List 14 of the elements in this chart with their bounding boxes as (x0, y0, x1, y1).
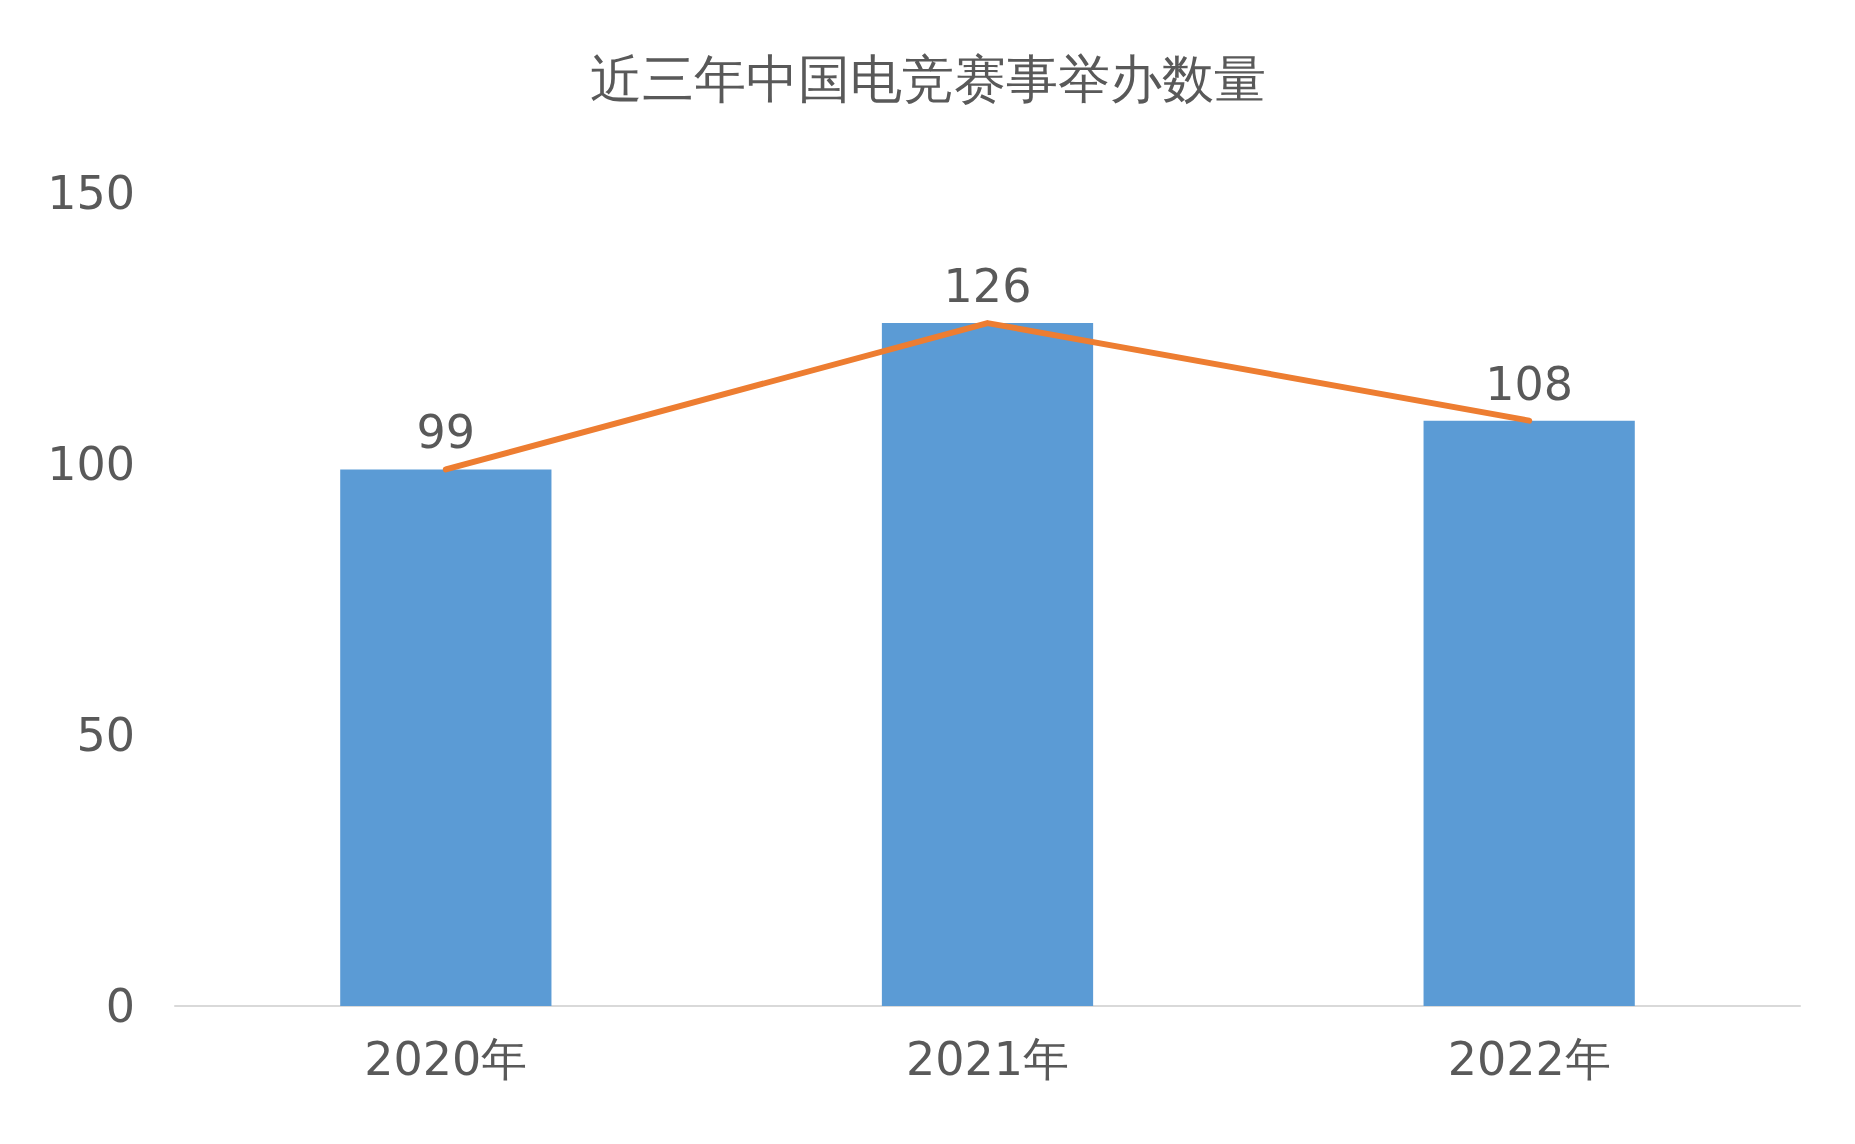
x-tick-label: 2021年 (905, 1032, 1070, 1086)
bar (1423, 420, 1635, 1006)
x-tick-label: 2022年 (1447, 1032, 1611, 1086)
data-label: 126 (943, 259, 1032, 314)
y-tick-label: 50 (76, 708, 135, 762)
x-tick-label: 2020年 (364, 1032, 528, 1086)
y-tick-label: 100 (47, 437, 135, 491)
data-label: 108 (1485, 356, 1574, 411)
data-label: 99 (416, 405, 476, 460)
bar (340, 469, 552, 1006)
y-tick-label: 0 (105, 979, 135, 1033)
bar (881, 323, 1094, 1006)
y-tick-label: 150 (47, 166, 135, 220)
chart-title: 近三年中国电竞赛事举办数量 (589, 49, 1266, 109)
